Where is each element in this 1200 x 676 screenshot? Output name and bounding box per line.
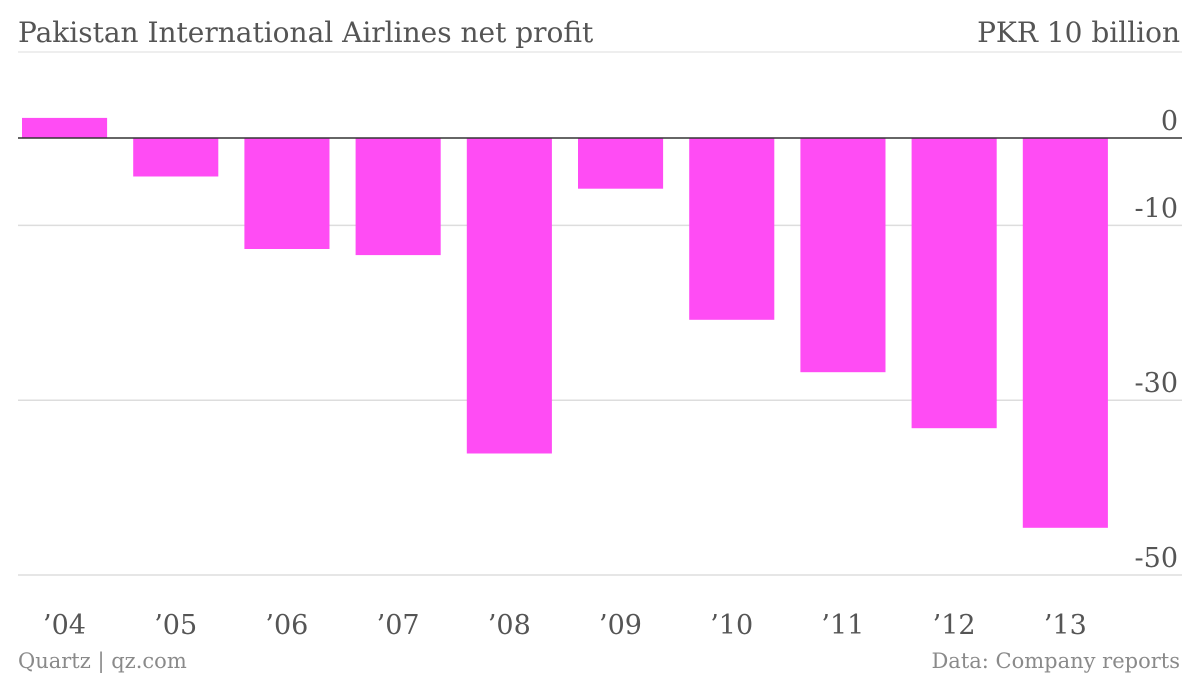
bar (800, 138, 886, 373)
x-tick-label: ’12 (933, 610, 976, 641)
chart-title: Pakistan International Airlines net prof… (18, 16, 594, 49)
y-tick-label: -50 (1135, 543, 1178, 574)
x-tick-label: ’06 (265, 610, 308, 641)
bar (689, 138, 775, 320)
y-tick-label: 0 (1161, 106, 1178, 137)
bar (466, 138, 552, 454)
unit-label: PKR 10 billion (977, 16, 1180, 49)
x-axis-ticks: ’04 ’05 ’06 ’07 ’08 ’09 ’10 ’11 ’12 ’13 (43, 610, 1087, 641)
x-tick-label: ’08 (488, 610, 531, 641)
x-tick-label: ’07 (377, 610, 420, 641)
x-tick-label: ’09 (599, 610, 642, 641)
bar (244, 138, 330, 249)
bar (355, 138, 441, 256)
y-axis-ticks: 0 -10 -30 -50 (1135, 106, 1178, 574)
x-tick-label: ’05 (154, 610, 197, 641)
x-tick-label: ’10 (710, 610, 753, 641)
bars (22, 117, 1108, 528)
bar (1022, 138, 1108, 528)
bar (578, 138, 664, 189)
footer-credit: Quartz | qz.com (18, 649, 187, 674)
x-tick-label: ’11 (821, 610, 864, 641)
bar (911, 138, 997, 429)
grid-lines (18, 224, 1182, 576)
bar (133, 138, 219, 177)
footer-source: Data: Company reports (931, 649, 1180, 673)
x-tick-label: ’04 (43, 610, 86, 641)
y-tick-label: -10 (1135, 193, 1178, 224)
bar (22, 117, 108, 138)
y-tick-label: -30 (1135, 368, 1178, 399)
x-tick-label: ’13 (1044, 610, 1087, 641)
